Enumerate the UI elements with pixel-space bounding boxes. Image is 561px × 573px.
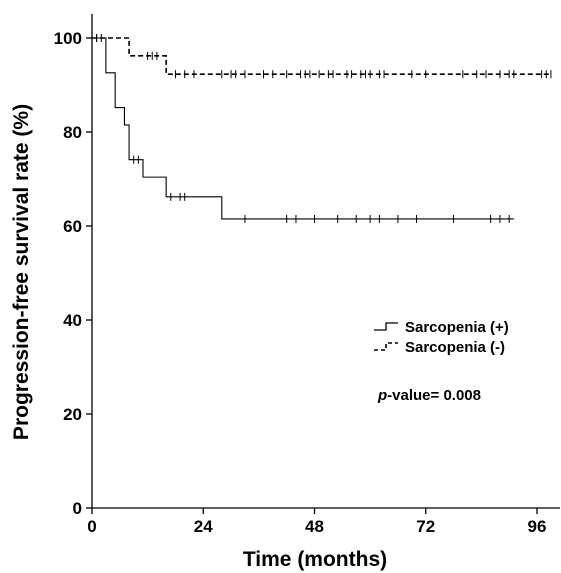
series-line-sarcopenia-positive [92, 37, 514, 220]
legend-label-sarcopenia-negative: Sarcopenia (-) [405, 339, 505, 356]
series-layer [92, 34, 552, 223]
x-tick-label-72: 72 [416, 517, 435, 536]
legend-swatch-sarcopenia-negative [374, 342, 398, 351]
y-tick-label-0: 0 [73, 499, 82, 518]
legend-swatch-sarcopenia-positive [374, 322, 398, 331]
plot-area: 0 20 40 60 80 100 0 24 48 72 96 [54, 14, 560, 536]
legend: Sarcopenia (+) Sarcopenia (-) [374, 319, 509, 356]
y-tick-label-40: 40 [63, 311, 82, 330]
p-value-annotation: p-value= 0.008 [377, 387, 481, 404]
y-tick-label-80: 80 [63, 123, 82, 142]
series-line-sarcopenia-negative [92, 37, 551, 75]
y-tick-label-20: 20 [63, 405, 82, 424]
legend-label-sarcopenia-positive: Sarcopenia (+) [405, 319, 509, 336]
x-tick-label-0: 0 [87, 517, 96, 536]
y-tick-label-100: 100 [54, 29, 82, 48]
y-tick-label-60: 60 [63, 217, 82, 236]
y-axis-title: Progression-free survival rate (%) [10, 104, 33, 440]
x-tick-label-24: 24 [194, 517, 213, 536]
x-axis-title: Time (months) [243, 548, 387, 571]
y-axis-ticks: 0 20 40 60 80 100 [54, 29, 92, 518]
x-tick-label-48: 48 [305, 517, 324, 536]
x-axis-ticks: 0 24 48 72 96 [87, 508, 546, 536]
x-tick-label-96: 96 [528, 517, 547, 536]
